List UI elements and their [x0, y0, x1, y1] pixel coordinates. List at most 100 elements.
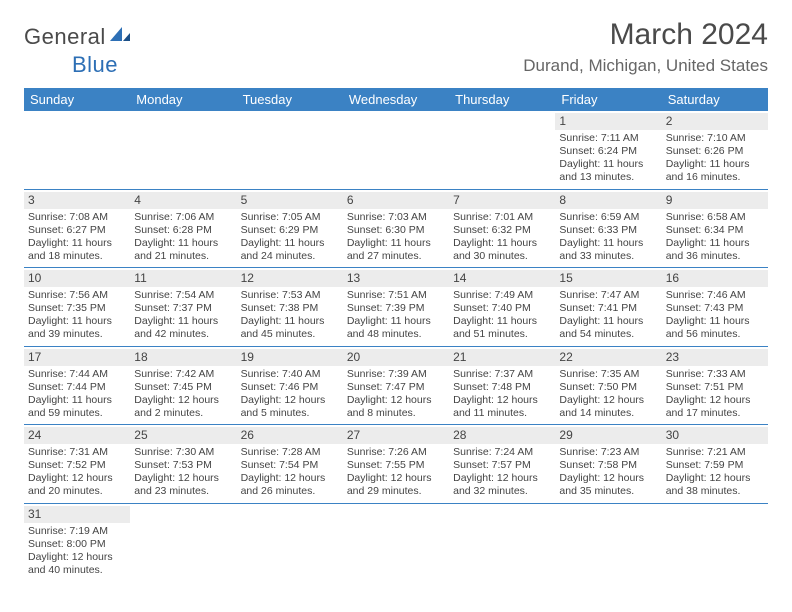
- day-number: 8: [555, 192, 661, 209]
- day-number: 12: [237, 270, 343, 287]
- day-sunrise: Sunrise: 7:26 AM: [347, 446, 445, 459]
- day-daylight2: and 36 minutes.: [666, 250, 764, 263]
- logo-text-blue-wrap: Blue: [24, 52, 118, 78]
- logo-text-general: General: [24, 24, 106, 50]
- day-number: 25: [130, 427, 236, 444]
- day-number: 29: [555, 427, 661, 444]
- calendar-table: SundayMondayTuesdayWednesdayThursdayFrid…: [24, 88, 768, 581]
- day-number: 9: [662, 192, 768, 209]
- day-daylight2: and 2 minutes.: [134, 407, 232, 420]
- day-number: 30: [662, 427, 768, 444]
- day-number: 7: [449, 192, 555, 209]
- weekday-header: Monday: [130, 88, 236, 111]
- calendar-day-cell: 13Sunrise: 7:51 AMSunset: 7:39 PMDayligh…: [343, 268, 449, 347]
- day-number: 27: [343, 427, 449, 444]
- day-number: 1: [555, 113, 661, 130]
- day-daylight2: and 18 minutes.: [28, 250, 126, 263]
- day-number: 14: [449, 270, 555, 287]
- day-daylight1: Daylight: 12 hours: [241, 394, 339, 407]
- day-daylight1: Daylight: 11 hours: [666, 237, 764, 250]
- calendar-day-cell: 21Sunrise: 7:37 AMSunset: 7:48 PMDayligh…: [449, 346, 555, 425]
- day-daylight1: Daylight: 12 hours: [28, 472, 126, 485]
- day-daylight2: and 16 minutes.: [666, 171, 764, 184]
- day-daylight1: Daylight: 11 hours: [347, 315, 445, 328]
- day-daylight2: and 32 minutes.: [453, 485, 551, 498]
- day-sunset: Sunset: 7:43 PM: [666, 302, 764, 315]
- day-daylight1: Daylight: 11 hours: [28, 315, 126, 328]
- day-sunset: Sunset: 7:52 PM: [28, 459, 126, 472]
- calendar-day-cell: [343, 111, 449, 189]
- calendar-day-cell: [130, 503, 236, 581]
- day-number: 23: [662, 349, 768, 366]
- day-number: 26: [237, 427, 343, 444]
- calendar-week-row: 1Sunrise: 7:11 AMSunset: 6:24 PMDaylight…: [24, 111, 768, 189]
- day-number: 3: [24, 192, 130, 209]
- day-sunrise: Sunrise: 7:06 AM: [134, 211, 232, 224]
- day-daylight2: and 17 minutes.: [666, 407, 764, 420]
- day-sunset: Sunset: 7:57 PM: [453, 459, 551, 472]
- day-sunrise: Sunrise: 7:47 AM: [559, 289, 657, 302]
- weekday-header: Tuesday: [237, 88, 343, 111]
- day-daylight1: Daylight: 11 hours: [347, 237, 445, 250]
- day-daylight2: and 8 minutes.: [347, 407, 445, 420]
- day-number: 4: [130, 192, 236, 209]
- day-daylight2: and 40 minutes.: [28, 564, 126, 577]
- day-number: 22: [555, 349, 661, 366]
- weekday-header: Thursday: [449, 88, 555, 111]
- calendar-day-cell: 18Sunrise: 7:42 AMSunset: 7:45 PMDayligh…: [130, 346, 236, 425]
- day-number: 5: [237, 192, 343, 209]
- day-sunrise: Sunrise: 7:03 AM: [347, 211, 445, 224]
- day-sunrise: Sunrise: 7:23 AM: [559, 446, 657, 459]
- calendar-day-cell: 17Sunrise: 7:44 AMSunset: 7:44 PMDayligh…: [24, 346, 130, 425]
- calendar-week-row: 31Sunrise: 7:19 AMSunset: 8:00 PMDayligh…: [24, 503, 768, 581]
- calendar-day-cell: 10Sunrise: 7:56 AMSunset: 7:35 PMDayligh…: [24, 268, 130, 347]
- day-number: 18: [130, 349, 236, 366]
- day-daylight1: Daylight: 11 hours: [28, 394, 126, 407]
- day-sunset: Sunset: 7:51 PM: [666, 381, 764, 394]
- day-number: 15: [555, 270, 661, 287]
- day-number: 2: [662, 113, 768, 130]
- calendar-day-cell: 8Sunrise: 6:59 AMSunset: 6:33 PMDaylight…: [555, 189, 661, 268]
- day-number: 19: [237, 349, 343, 366]
- day-sunrise: Sunrise: 7:30 AM: [134, 446, 232, 459]
- day-sunrise: Sunrise: 7:11 AM: [559, 132, 657, 145]
- day-sunset: Sunset: 7:41 PM: [559, 302, 657, 315]
- day-number: 17: [24, 349, 130, 366]
- day-daylight2: and 54 minutes.: [559, 328, 657, 341]
- day-sunrise: Sunrise: 7:01 AM: [453, 211, 551, 224]
- title-block: March 2024 Durand, Michigan, United Stat…: [523, 18, 768, 76]
- calendar-day-cell: [449, 111, 555, 189]
- day-daylight2: and 51 minutes.: [453, 328, 551, 341]
- calendar-day-cell: 20Sunrise: 7:39 AMSunset: 7:47 PMDayligh…: [343, 346, 449, 425]
- day-sunset: Sunset: 6:33 PM: [559, 224, 657, 237]
- calendar-day-cell: 6Sunrise: 7:03 AMSunset: 6:30 PMDaylight…: [343, 189, 449, 268]
- calendar-day-cell: 30Sunrise: 7:21 AMSunset: 7:59 PMDayligh…: [662, 425, 768, 504]
- day-sunrise: Sunrise: 7:21 AM: [666, 446, 764, 459]
- day-daylight1: Daylight: 12 hours: [134, 472, 232, 485]
- calendar-week-row: 3Sunrise: 7:08 AMSunset: 6:27 PMDaylight…: [24, 189, 768, 268]
- sail-icon: [108, 25, 132, 48]
- day-sunset: Sunset: 7:54 PM: [241, 459, 339, 472]
- month-title: March 2024: [523, 18, 768, 52]
- calendar-day-cell: 23Sunrise: 7:33 AMSunset: 7:51 PMDayligh…: [662, 346, 768, 425]
- day-sunset: Sunset: 7:59 PM: [666, 459, 764, 472]
- day-sunrise: Sunrise: 7:10 AM: [666, 132, 764, 145]
- day-sunset: Sunset: 6:26 PM: [666, 145, 764, 158]
- calendar-week-row: 17Sunrise: 7:44 AMSunset: 7:44 PMDayligh…: [24, 346, 768, 425]
- day-daylight1: Daylight: 12 hours: [241, 472, 339, 485]
- calendar-day-cell: 14Sunrise: 7:49 AMSunset: 7:40 PMDayligh…: [449, 268, 555, 347]
- calendar-week-row: 24Sunrise: 7:31 AMSunset: 7:52 PMDayligh…: [24, 425, 768, 504]
- day-sunset: Sunset: 7:40 PM: [453, 302, 551, 315]
- weekday-header: Wednesday: [343, 88, 449, 111]
- day-sunrise: Sunrise: 6:59 AM: [559, 211, 657, 224]
- day-sunset: Sunset: 7:48 PM: [453, 381, 551, 394]
- location-subtitle: Durand, Michigan, United States: [523, 56, 768, 76]
- day-daylight2: and 26 minutes.: [241, 485, 339, 498]
- brand-logo: General: [24, 24, 132, 50]
- day-sunset: Sunset: 7:46 PM: [241, 381, 339, 394]
- day-sunrise: Sunrise: 7:28 AM: [241, 446, 339, 459]
- weekday-header-row: SundayMondayTuesdayWednesdayThursdayFrid…: [24, 88, 768, 111]
- calendar-day-cell: 15Sunrise: 7:47 AMSunset: 7:41 PMDayligh…: [555, 268, 661, 347]
- day-sunrise: Sunrise: 7:31 AM: [28, 446, 126, 459]
- day-daylight2: and 38 minutes.: [666, 485, 764, 498]
